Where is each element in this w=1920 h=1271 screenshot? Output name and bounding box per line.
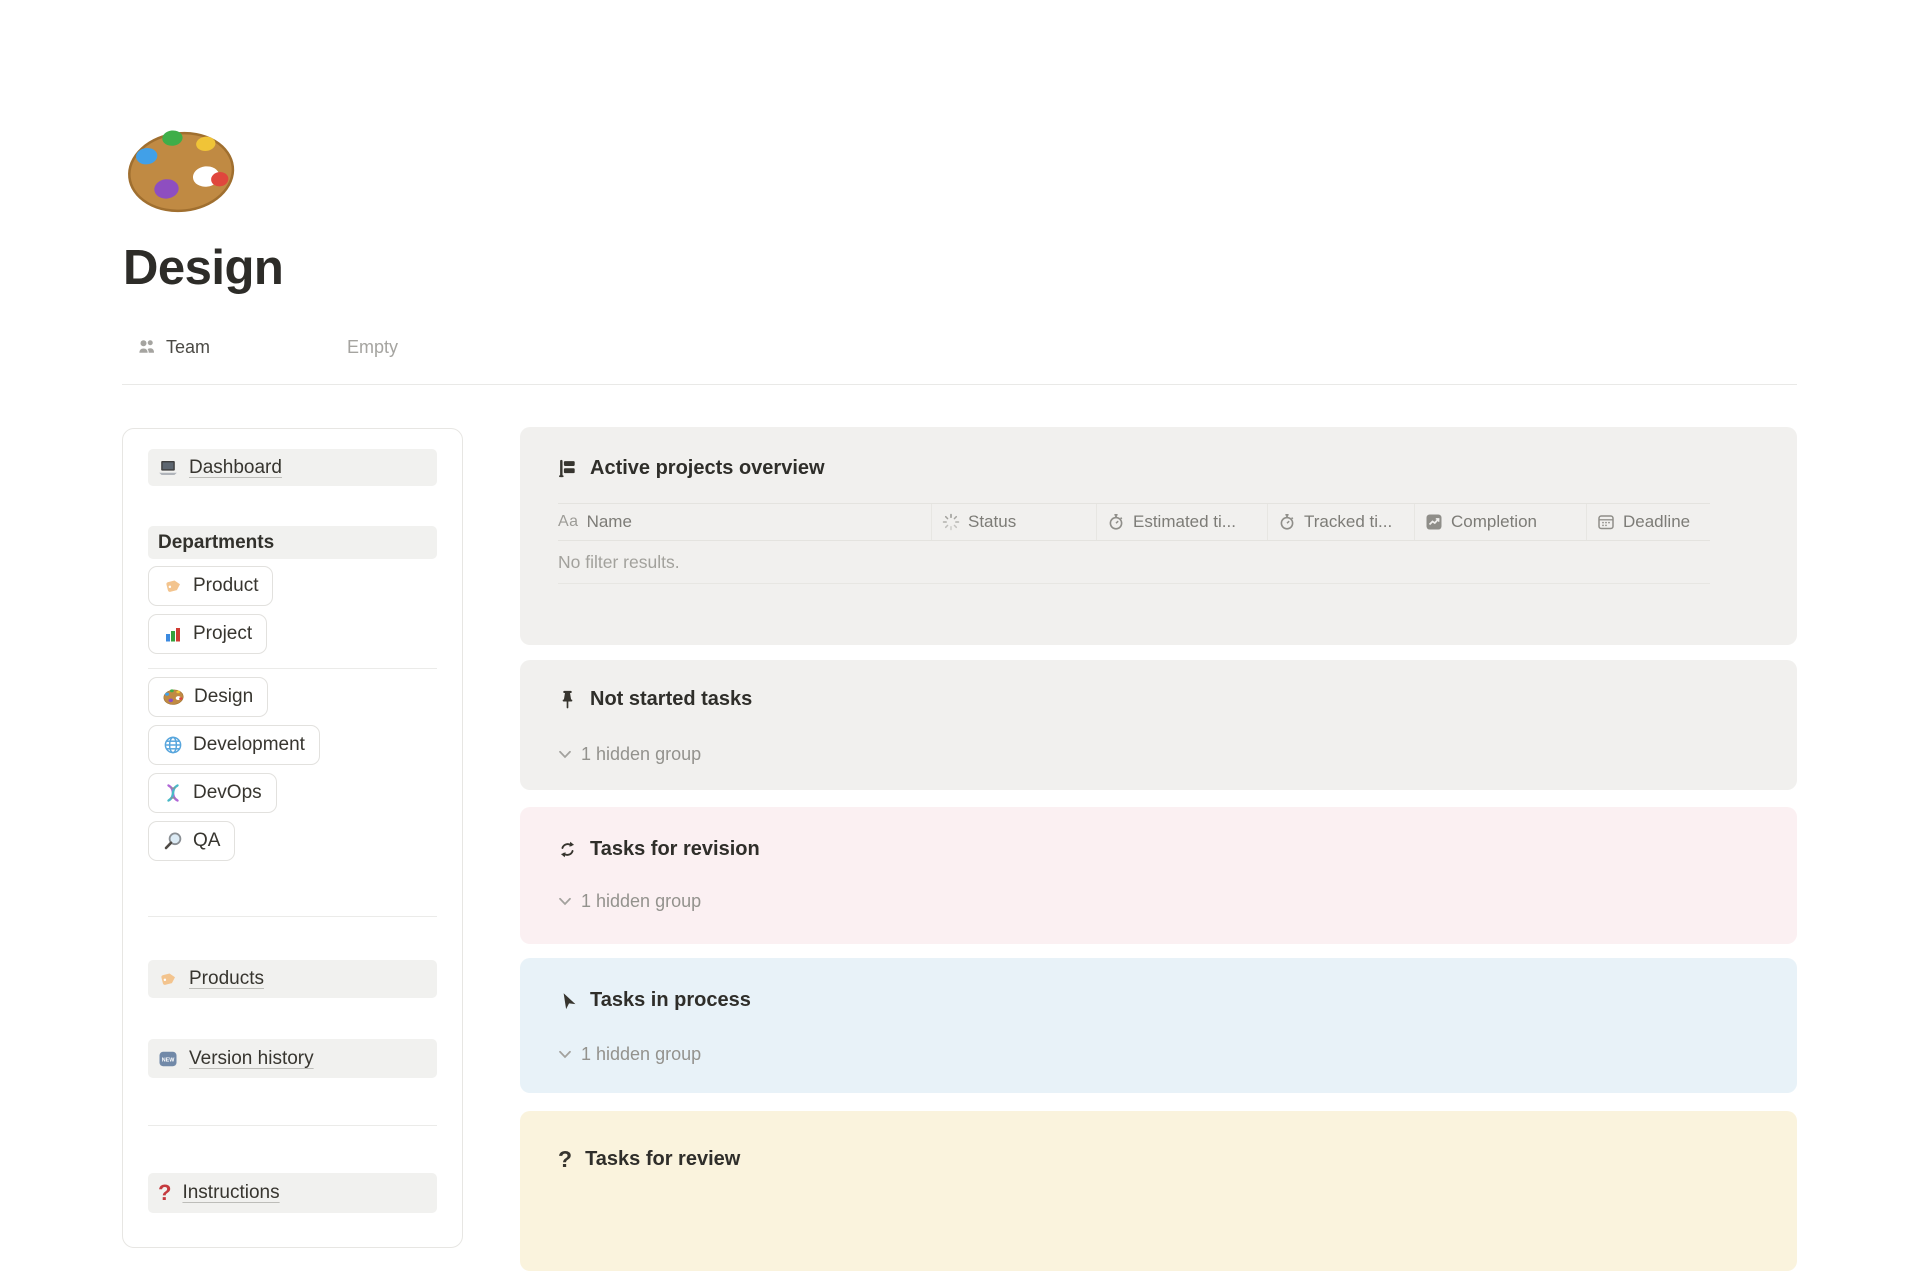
timer-icon bbox=[1280, 513, 1294, 530]
hidden-group-toggle[interactable]: 1 hidden group bbox=[558, 744, 701, 765]
hidden-group-toggle[interactable]: 1 hidden group bbox=[558, 891, 701, 912]
sidebar-button-label: Product bbox=[193, 575, 259, 596]
hidden-group-label: 1 hidden group bbox=[581, 744, 702, 764]
column-header-deadline[interactable]: Deadline bbox=[1586, 504, 1710, 540]
header-divider bbox=[122, 384, 1797, 385]
timer-icon bbox=[1109, 513, 1123, 530]
overview-title[interactable]: Active projects overview bbox=[590, 457, 825, 479]
column-header-name[interactable]: Aa Name bbox=[558, 504, 931, 540]
sidebar-section-departments: Departments bbox=[148, 526, 437, 559]
laptop-icon bbox=[159, 460, 177, 475]
no-filter-results-text: No filter results. bbox=[558, 551, 680, 572]
tag-icon bbox=[166, 580, 180, 592]
sidebar-button-label: Development bbox=[193, 734, 305, 755]
calendar-icon bbox=[1598, 515, 1614, 530]
sidebar-button-development[interactable]: Development bbox=[148, 725, 320, 765]
sidebar-item-dashboard[interactable]: Dashboard bbox=[148, 449, 437, 486]
hidden-group-label: 1 hidden group bbox=[581, 1044, 702, 1064]
repeat-arrows-icon bbox=[560, 841, 575, 858]
chevron-down-icon bbox=[559, 897, 571, 906]
sidebar: Dashboard Departments Product Project bbox=[122, 428, 463, 1248]
column-header-tracked-time[interactable]: Tracked ti... bbox=[1267, 504, 1414, 540]
section-title[interactable]: Tasks in process bbox=[590, 989, 751, 1011]
sidebar-item-instructions[interactable]: ? Instructions bbox=[148, 1173, 437, 1213]
artist-palette-icon bbox=[163, 689, 184, 705]
column-label: Completion bbox=[1451, 512, 1537, 531]
column-label: Deadline bbox=[1623, 512, 1691, 531]
globe-icon bbox=[164, 736, 182, 754]
sidebar-divider bbox=[148, 668, 437, 669]
sidebar-item-label: Products bbox=[189, 968, 264, 989]
status-spinner-icon bbox=[942, 513, 960, 531]
page-icon[interactable] bbox=[125, 124, 237, 223]
sidebar-item-version-history[interactable]: NEW Version history bbox=[148, 1039, 437, 1078]
trend-chart-icon bbox=[1426, 514, 1442, 530]
team-property-value[interactable]: Empty bbox=[347, 336, 399, 357]
milestone-flag-icon bbox=[559, 459, 575, 478]
sidebar-divider bbox=[148, 916, 437, 917]
section-title[interactable]: Tasks for revision bbox=[590, 838, 760, 860]
tasks-for-revision-card: Tasks for revision 1 hidden group bbox=[520, 807, 1797, 944]
pushpin-icon bbox=[562, 690, 573, 709]
sidebar-button-qa[interactable]: QA bbox=[148, 821, 236, 861]
sidebar-divider bbox=[148, 1125, 437, 1126]
column-header-estimated-time[interactable]: Estimated ti... bbox=[1096, 504, 1267, 540]
artist-palette-icon bbox=[128, 130, 235, 213]
column-label: Status bbox=[968, 512, 1017, 531]
sidebar-button-product[interactable]: Product bbox=[148, 566, 274, 606]
sidebar-button-project[interactable]: Project bbox=[148, 614, 268, 654]
sidebar-button-devops[interactable]: DevOps bbox=[148, 773, 277, 813]
tag-icon bbox=[161, 973, 175, 985]
svg-text:NEW: NEW bbox=[162, 1057, 175, 1063]
chevron-down-icon bbox=[559, 1050, 571, 1059]
sidebar-button-label: DevOps bbox=[193, 782, 262, 803]
sidebar-button-design[interactable]: Design bbox=[148, 677, 269, 717]
hidden-group-toggle[interactable]: 1 hidden group bbox=[558, 1044, 701, 1065]
column-label: Tracked ti... bbox=[1304, 512, 1393, 531]
column-header-status[interactable]: Status bbox=[931, 504, 1096, 540]
bar-chart-icon bbox=[166, 628, 180, 642]
sidebar-section-label: Departments bbox=[158, 531, 275, 553]
sidebar-item-label: Instructions bbox=[182, 1182, 280, 1203]
new-badge-icon: NEW bbox=[159, 1051, 177, 1066]
page-properties-row: Team Empty bbox=[137, 334, 398, 360]
section-title[interactable]: Tasks for review bbox=[585, 1148, 741, 1170]
empty-results-row: No filter results. bbox=[558, 541, 1710, 584]
hidden-group-label: 1 hidden group bbox=[581, 891, 702, 911]
sidebar-button-label: Design bbox=[194, 686, 254, 707]
sidebar-button-label: Project bbox=[193, 623, 253, 644]
section-title[interactable]: Not started tasks bbox=[590, 688, 753, 710]
active-projects-overview-card: Active projects overview Aa Name Statu bbox=[520, 427, 1797, 645]
tasks-for-review-card: ? Tasks for review bbox=[520, 1111, 1797, 1271]
sidebar-item-label: Version history bbox=[189, 1047, 314, 1069]
team-property[interactable]: Team bbox=[137, 337, 347, 358]
red-question-mark-icon: ? bbox=[158, 1180, 172, 1205]
dna-icon bbox=[167, 784, 179, 802]
not-started-tasks-card: Not started tasks 1 hidden group bbox=[520, 660, 1797, 790]
column-label: Name bbox=[586, 512, 632, 531]
navigation-arrow-icon bbox=[563, 993, 576, 1010]
column-header-completion[interactable]: Completion bbox=[1414, 504, 1586, 540]
people-icon bbox=[138, 340, 154, 354]
question-mark-icon: ? bbox=[558, 1146, 573, 1172]
team-property-label: Team bbox=[166, 336, 211, 357]
main-content: Active projects overview Aa Name Statu bbox=[520, 427, 1797, 1271]
tasks-in-process-card: Tasks in process 1 hidden group bbox=[520, 958, 1797, 1093]
sidebar-item-label: Dashboard bbox=[189, 456, 282, 478]
sidebar-button-label: QA bbox=[193, 830, 221, 851]
table-header-row: Aa Name Status bbox=[558, 503, 1710, 541]
column-label: Estimated ti... bbox=[1133, 512, 1236, 531]
magnifying-glass-icon bbox=[164, 832, 182, 850]
page-title[interactable]: Design bbox=[123, 241, 284, 295]
text-property-icon: Aa bbox=[558, 513, 579, 530]
chevron-down-icon bbox=[559, 750, 571, 759]
sidebar-item-products[interactable]: Products bbox=[148, 960, 437, 998]
